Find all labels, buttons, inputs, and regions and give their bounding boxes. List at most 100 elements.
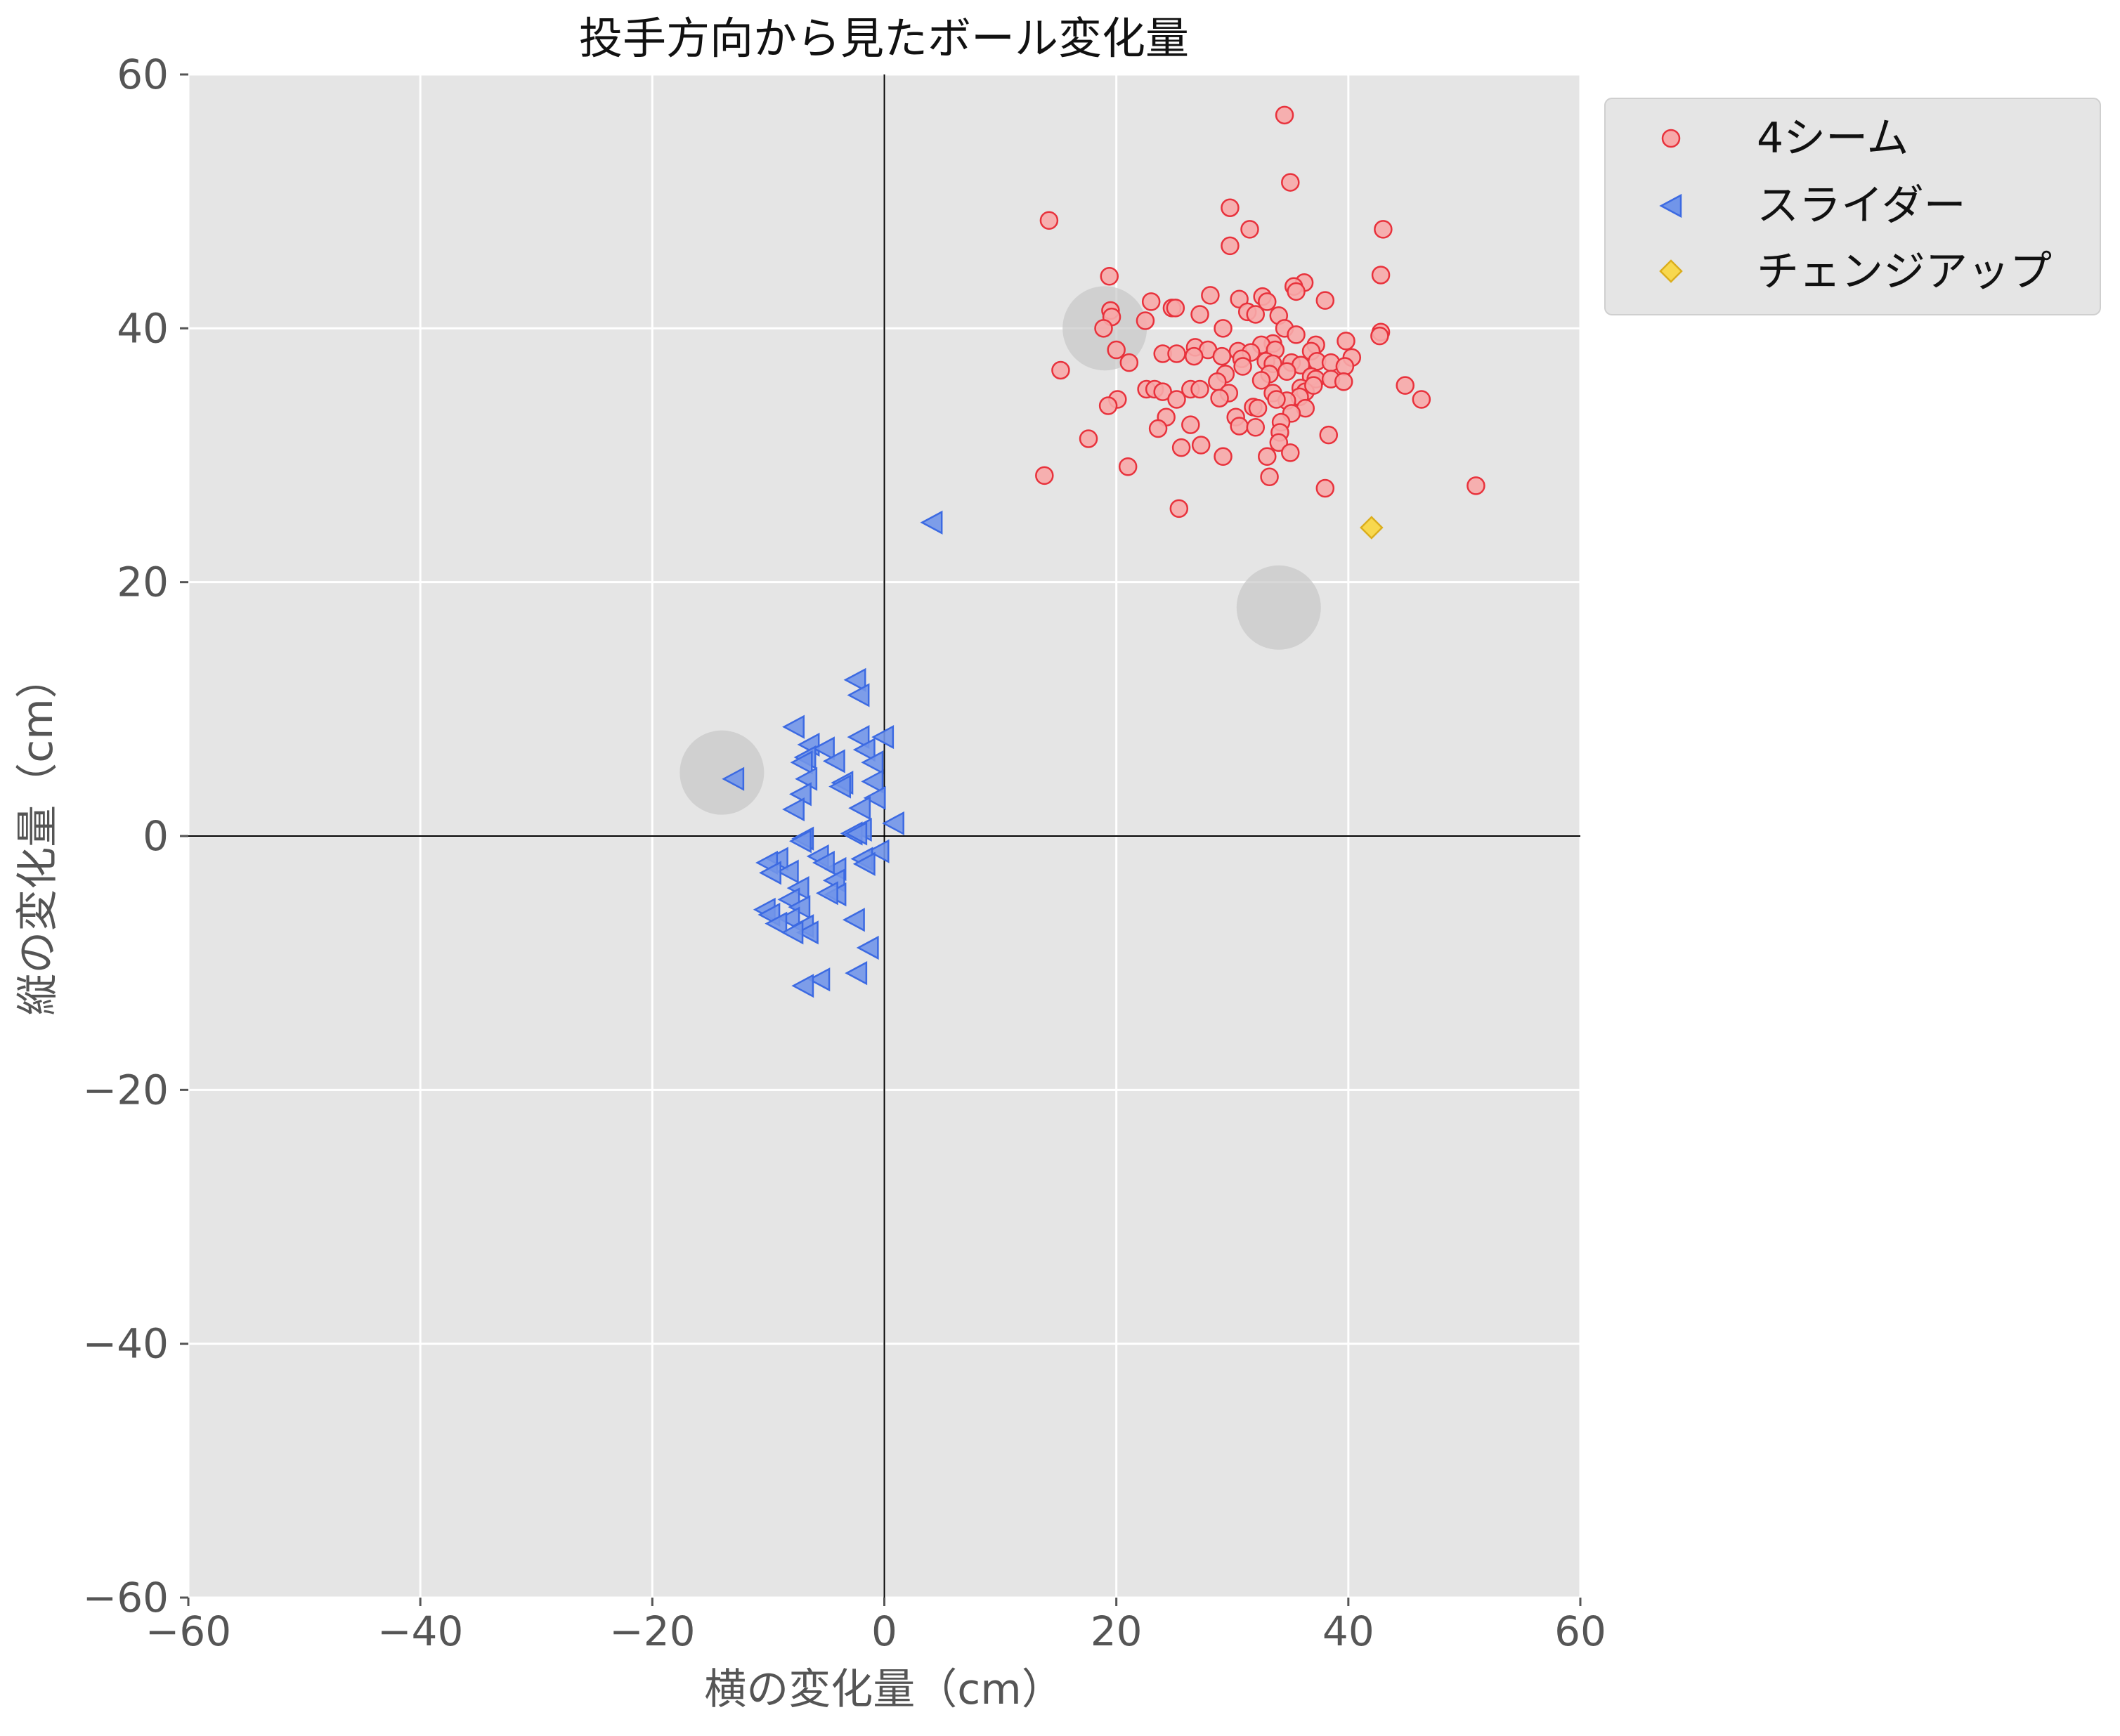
fourseam-point: [1118, 457, 1138, 476]
fourseam-point: [1141, 292, 1161, 311]
fourseam-point: [1221, 198, 1240, 217]
fourseam-point: [1315, 291, 1335, 310]
fourseam-point: [1107, 340, 1126, 360]
slider-point: [790, 750, 813, 775]
highlight-circle: [1236, 565, 1321, 650]
fourseam-point: [1260, 467, 1279, 486]
slider-point: [852, 851, 876, 876]
y-tick-label: 20: [117, 559, 169, 606]
slider-point: [871, 724, 895, 750]
x-axis-label: 横の変化量（cm）: [704, 1665, 1063, 1714]
slider-point: [856, 935, 879, 960]
fourseam-point: [1287, 325, 1306, 344]
fourseam-point: [1246, 418, 1266, 437]
fourseam-point: [1281, 173, 1300, 192]
fourseam-point: [1167, 344, 1186, 363]
legend-label: スライダー: [1757, 181, 1966, 230]
fourseam-point: [1258, 292, 1277, 311]
fourseam-point: [1214, 319, 1233, 338]
data-points: [679, 105, 1485, 998]
fourseam-point: [1094, 319, 1113, 338]
fourseam-point: [1412, 390, 1431, 409]
fourseam-point: [1269, 433, 1289, 452]
fourseam-point: [1212, 346, 1232, 366]
fourseam-point: [1119, 353, 1139, 372]
fourseam-point: [1277, 362, 1296, 381]
slider-point: [920, 510, 943, 535]
slider-point: [815, 881, 838, 906]
fourseam-point: [1185, 346, 1204, 366]
fourseam-point: [1233, 357, 1252, 376]
legend-label: チェンジアップ: [1757, 247, 2052, 296]
y-tick-label: −60: [83, 1574, 169, 1621]
fourseam-point: [1251, 371, 1271, 390]
slider-point: [765, 911, 788, 936]
slider-point: [782, 797, 805, 822]
legend-item-4seam: 4シーム: [1661, 114, 1908, 163]
slider-point: [845, 961, 868, 986]
legend-marker-diamond: [1659, 259, 1683, 283]
slider-point: [861, 750, 884, 775]
y-tick-label: 60: [117, 51, 169, 98]
slider-point: [847, 683, 870, 707]
slider-point: [777, 906, 800, 931]
legend-item-changeup: チェンジアップ: [1659, 247, 2052, 296]
slider-point: [781, 920, 804, 945]
fourseam-point: [1258, 447, 1277, 466]
slider-point: [843, 667, 866, 692]
slider-point: [812, 850, 835, 875]
fourseam-point: [1240, 220, 1259, 239]
fourseam-point: [1287, 282, 1306, 301]
fourseam-point: [1334, 372, 1353, 391]
legend-label: 4シーム: [1757, 114, 1908, 163]
fourseam-point: [1374, 220, 1393, 239]
fourseam-point: [1467, 476, 1485, 495]
fourseam-point: [1221, 236, 1240, 256]
fourseam-point: [1191, 436, 1211, 455]
fourseam-point: [1148, 419, 1168, 438]
fourseam-point: [1169, 499, 1189, 518]
slider-point: [795, 766, 818, 791]
slider-point: [848, 796, 871, 821]
fourseam-point: [1039, 211, 1059, 230]
fourseam-point: [1035, 466, 1054, 485]
slider-point: [828, 774, 852, 799]
fourseam-point: [1166, 299, 1185, 318]
fourseam-point: [1371, 266, 1391, 285]
fourseam-point: [1275, 105, 1294, 125]
highlight-circle: [679, 730, 765, 815]
x-tick-label: −40: [377, 1607, 463, 1655]
x-tick-label: 20: [1091, 1607, 1143, 1655]
slider-point: [847, 724, 870, 750]
y-tick-label: 0: [143, 812, 169, 860]
fourseam-point: [1396, 376, 1415, 395]
fourseam-point: [1337, 332, 1355, 351]
fourseam-point: [1100, 267, 1119, 286]
fourseam-point: [1136, 311, 1155, 330]
fourseam-point: [1201, 286, 1220, 305]
x-tick-label: 0: [871, 1607, 897, 1655]
legend-marker-triangle: [1659, 193, 1682, 218]
fourseam-point: [1370, 326, 1389, 346]
legend-box: [1604, 98, 2101, 315]
slider-point: [822, 749, 845, 774]
slider-point: [782, 714, 805, 739]
fourseam-point: [1315, 478, 1335, 498]
slider-point: [866, 839, 890, 863]
x-tick-label: −60: [145, 1607, 231, 1655]
slider-point: [807, 967, 831, 992]
legend-marker-circle: [1661, 129, 1681, 148]
x-tick-label: −20: [609, 1607, 695, 1655]
chart-title: 投手方向から見たボール変化量: [579, 13, 1189, 64]
fourseam-point: [1181, 415, 1200, 434]
slider-point: [882, 811, 904, 836]
fourseam-point: [1153, 382, 1172, 401]
slider-point: [852, 738, 876, 762]
fourseam-point: [1079, 429, 1098, 448]
slider-point: [791, 974, 814, 998]
slider-point: [776, 859, 799, 884]
y-tick-label: −20: [83, 1066, 169, 1114]
fourseam-point: [1210, 389, 1229, 407]
